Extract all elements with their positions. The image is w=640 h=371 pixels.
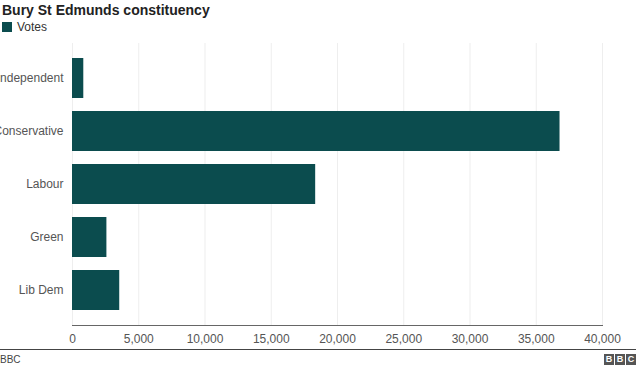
html-text:B B C: B B C <box>605 353 635 364</box>
svg-text:Conservative: Conservative <box>0 124 64 138</box>
html-text:Votes: Votes <box>17 20 47 34</box>
svg-text:10,000: 10,000 <box>187 332 224 346</box>
svg-text:Labour: Labour <box>26 177 63 191</box>
html-text:BBC: BBC <box>0 353 21 365</box>
html-text:Bury St Edmunds constituency: Bury St Edmunds constituency <box>2 2 210 18</box>
svg-text:Green: Green <box>30 230 63 244</box>
svg-text:40,000: 40,000 <box>584 332 621 346</box>
svg-text:Independent: Independent <box>0 71 64 85</box>
svg-text:30,000: 30,000 <box>452 332 489 346</box>
svg-text:35,000: 35,000 <box>518 332 555 346</box>
svg-text:Lib Dem: Lib Dem <box>19 283 64 297</box>
svg-text:20,000: 20,000 <box>319 332 356 346</box>
svg-text:15,000: 15,000 <box>253 332 290 346</box>
svg-text:0: 0 <box>69 332 76 346</box>
svg-text:5,000: 5,000 <box>124 332 154 346</box>
svg-text:25,000: 25,000 <box>385 332 422 346</box>
